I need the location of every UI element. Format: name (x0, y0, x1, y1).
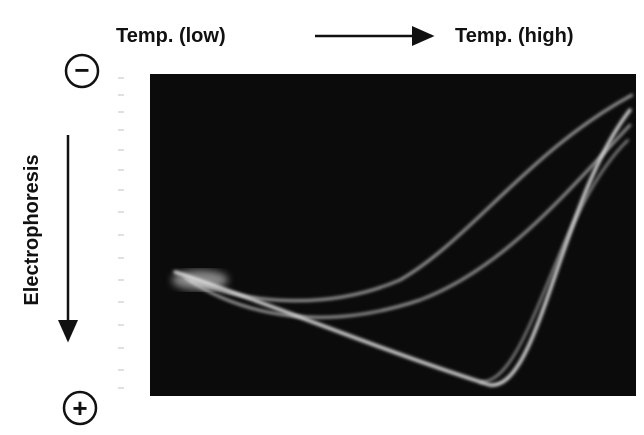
bands (172, 94, 633, 387)
gel (150, 74, 636, 396)
minus-circle (64, 53, 100, 89)
band-middle (184, 124, 631, 319)
band-upper (189, 94, 633, 302)
plus-circle (62, 390, 98, 426)
electrophoresis-label: Electrophoresis (21, 154, 43, 305)
band-inner (479, 139, 629, 383)
lane-marks (118, 77, 124, 389)
temp-high-label: Temp. (high) (455, 25, 574, 47)
plus-sign: + (72, 393, 87, 423)
minus-sign: − (74, 55, 89, 85)
temp-low-label: Temp. (low) (116, 25, 226, 47)
band-lower (173, 108, 632, 387)
